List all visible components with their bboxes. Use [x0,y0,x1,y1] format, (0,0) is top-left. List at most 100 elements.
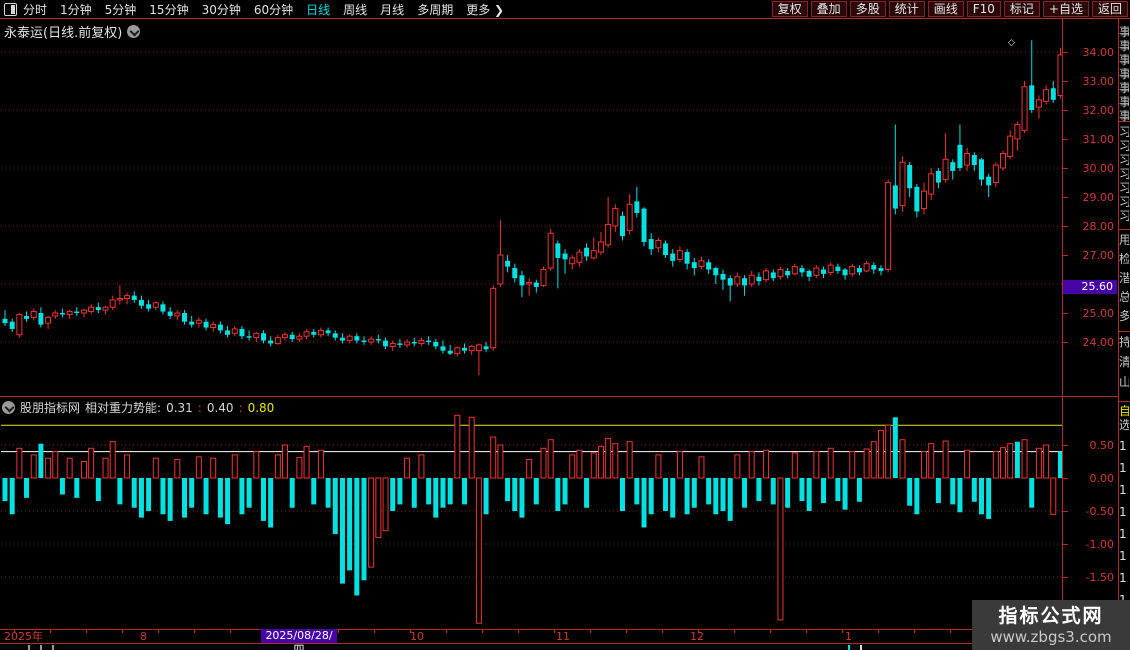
clipped-panel-text: 习 [1119,210,1129,223]
clipped-panel-text: 事 [1119,68,1129,81]
axis-tick [1063,168,1068,169]
axis-tick [1063,511,1068,512]
month-label: 11 [556,630,570,643]
period-menu-item[interactable]: 更多 ❯ [466,2,505,17]
tool-button[interactable]: 叠加 [810,1,847,17]
date-tick [230,630,231,633]
clipped-panel-text: 清 [1119,356,1129,369]
date-tick [734,630,735,633]
crosshair-date-badge: 2025/08/28/四 [261,629,337,650]
clipped-panel-text: 习 [1119,182,1129,195]
date-tick [338,630,339,633]
clipped-panel-text: 湝 [1119,272,1129,285]
tool-button[interactable]: 画线 [927,1,964,17]
tool-button[interactable]: 返回 [1091,1,1128,17]
date-tick [554,630,555,633]
stock-title: 永泰运(日线.前复权) [4,26,123,41]
strip-separator [1119,121,1130,122]
date-axis-top-border [0,629,1118,630]
axis-tick [1063,52,1068,53]
date-tick [770,630,771,633]
period-menu-item[interactable]: 5分钟 [104,2,137,17]
tool-button[interactable]: 统计 [888,1,925,17]
period-menu-item[interactable]: 1分钟 [60,2,92,17]
watermark: 指标公式网 www.zbgs3.com [972,600,1130,650]
price-label: 24.00 [1082,336,1115,349]
price-label: 33.00 [1082,75,1115,88]
chevron-down-circle-icon[interactable] [127,25,141,38]
date-axis[interactable]: 2025年 8 10 11 12 1 [0,630,1118,643]
date-tick [698,630,699,633]
chevron-down-circle-icon[interactable] [2,401,15,414]
month-label: 8 [140,630,147,643]
period-menu-item[interactable]: 分时 [23,2,48,17]
month-label: 10 [410,630,424,643]
indicator-separator: : [197,400,202,415]
axis-divider [1062,19,1063,643]
date-tick [590,630,591,633]
strip-separator [1119,401,1130,402]
date-tick [950,630,951,633]
layout-toggle-icon[interactable] [4,2,17,16]
clipped-panel-text: 持 [1119,336,1129,349]
date-tick [878,630,879,633]
period-menu-item[interactable]: 周线 [343,2,368,17]
clipped-panel-text: 选 [1119,419,1129,432]
date-axis-bottom-border [0,643,1118,644]
date-tick [410,630,411,633]
watermark-url: www.zbgs3.com [990,628,1112,646]
price-label: 28.00 [1082,220,1115,233]
indicator-axis-label: -1.50 [1085,571,1114,584]
tool-button[interactable]: +自选 [1042,1,1089,17]
date-tick [194,630,195,633]
period-menu-item[interactable]: 多周期 [417,2,454,17]
clipped-panel-text: 1 [1119,462,1127,475]
clipped-panel-text: 检 [1119,253,1129,266]
tool-button[interactable]: 多股 [849,1,886,17]
clipped-panel-text: 习 [1119,196,1129,209]
price-label: 27.00 [1082,249,1115,262]
clipped-panel-text: 1 [1119,572,1127,585]
date-tick [122,630,123,633]
clipped-panel-text: 1 [1119,484,1127,497]
indicator-separator: : [238,400,243,415]
clipped-panel-text: 用 [1119,234,1129,247]
indicator-axis-label: 0.00 [1089,472,1115,485]
year-label: 2025年 [4,630,43,643]
axis-tick [1063,255,1068,256]
clipped-panel-text: 1 [1119,550,1127,563]
date-tick [626,630,627,633]
chart-title-row: 永泰运(日线.前复权) [4,22,141,41]
price-label: 31.00 [1082,133,1115,146]
clipped-panel-text: 事 [1119,82,1129,95]
tool-button[interactable]: 标记 [1003,1,1040,17]
candlestick-chart[interactable] [1,40,1063,396]
period-menu-item[interactable]: 日线 [306,2,331,17]
date-tick [806,630,807,633]
clipped-panel-text: 1 [1119,506,1127,519]
clipped-side-panel[interactable]: 事事事事事事事习习习习习习习用检湝总多持清山自选111111111 [1119,19,1130,650]
indicator-site-label: 股朋指标网 [20,401,81,415]
clipped-panel-text: 习 [1119,126,1129,139]
price-label: 32.00 [1082,104,1115,117]
indicator-value-3: 0.80 [247,400,275,415]
indicator-chart[interactable] [1,397,1063,629]
date-tick [662,630,663,633]
period-menu-item[interactable]: 15分钟 [149,2,189,17]
clipped-bottom-row [0,644,1130,650]
period-menu-item[interactable]: 30分钟 [201,2,241,17]
price-label: 25.00 [1082,307,1115,320]
axis-tick [1063,81,1068,82]
tool-button[interactable]: F10 [966,1,1001,17]
strip-separator [1119,331,1130,332]
indicator-value-1: 0.31 [166,400,193,415]
indicator-axis-label: 0.50 [1089,439,1115,452]
period-menu-item[interactable]: 60分钟 [253,2,294,17]
axis-tick [1063,139,1068,140]
period-menu-item[interactable]: 月线 [380,2,405,17]
period-menu: 分时 1分钟 5分钟 15分钟 30分钟 60分钟 日线 周线 月线 多周期 更多 ❯ [23,1,504,18]
axis-tick [1063,110,1068,111]
tool-button[interactable]: 复权 [771,1,808,17]
axis-tick [1063,577,1068,578]
panel-divider [0,396,1118,397]
